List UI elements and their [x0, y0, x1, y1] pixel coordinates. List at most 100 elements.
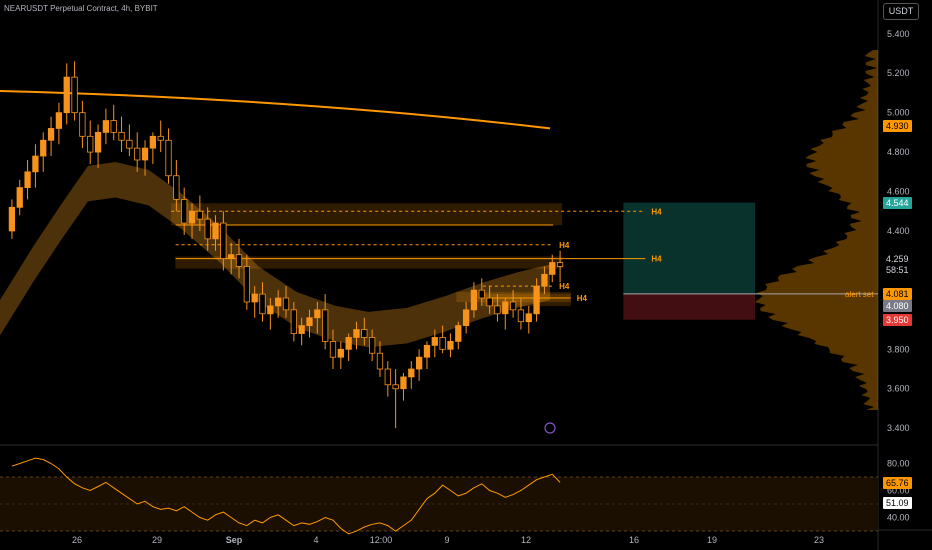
candle-body: [415, 356, 423, 370]
candle-body: [181, 199, 188, 224]
candle-body: [384, 368, 391, 386]
time-tick-label: 16: [629, 535, 639, 545]
candle-body: [235, 254, 243, 267]
candle-body: [322, 309, 329, 342]
candle-body: [549, 262, 556, 275]
candle-body: [157, 135, 164, 141]
ma-line: [0, 89, 551, 130]
price-tick-label: 3.600: [887, 384, 910, 394]
time-tick-label: 12:00: [370, 535, 393, 545]
candle-body: [118, 131, 125, 141]
price-tag: 4.080: [883, 299, 912, 312]
candle-body: [196, 210, 204, 220]
candle-body: [228, 254, 235, 259]
time-tick-label: 19: [707, 535, 717, 545]
candle-body: [55, 112, 63, 129]
h4-zone: [170, 202, 563, 226]
candle-body: [259, 293, 266, 315]
candle-body: [275, 297, 282, 307]
candle-body: [556, 262, 564, 267]
candle-body: [220, 222, 227, 259]
candle-body: [267, 305, 274, 315]
candle-body: [329, 341, 337, 358]
candle-body: [502, 301, 509, 315]
candle-body: [149, 135, 157, 149]
candle-body: [71, 76, 78, 114]
candle-body: [212, 222, 219, 240]
osc-tick-label: 40.00: [887, 513, 910, 523]
candle-body: [63, 76, 70, 114]
level-label: H4: [559, 241, 570, 250]
candle-body: [204, 218, 211, 240]
candle-body: [408, 368, 415, 378]
candle-body: [110, 120, 117, 133]
candle-body: [462, 309, 470, 327]
price-tag: 4.930: [883, 120, 912, 133]
candle-body: [40, 139, 47, 157]
candle-body: [431, 337, 438, 346]
candle-body: [314, 309, 321, 319]
level-label: H4: [651, 207, 662, 216]
candle-body: [188, 210, 196, 224]
candle-body: [243, 266, 250, 303]
price-tick-label: 5.400: [887, 29, 910, 39]
candle-body: [134, 147, 141, 161]
candle-body: [517, 309, 525, 323]
volume-profile: [754, 50, 878, 410]
candle-body: [392, 384, 399, 390]
candle-body: [141, 147, 149, 161]
candle-body: [368, 337, 376, 354]
osc-tick-label: 60.00: [887, 486, 910, 496]
ma-band: [0, 161, 550, 348]
candle-body: [470, 289, 478, 311]
osc-tick-label: 80.00: [887, 459, 910, 469]
candle-body: [361, 329, 368, 338]
currency-unit-button[interactable]: USDT: [883, 3, 919, 20]
candle-body: [478, 289, 485, 299]
candle-body: [24, 171, 31, 188]
candle-body: [486, 297, 493, 307]
candle-body: [173, 175, 180, 200]
price-tick-label: 4.400: [887, 226, 910, 236]
level-label: H4: [577, 294, 588, 303]
osc-price-tag: 65.76: [883, 476, 912, 489]
candle-body: [447, 341, 454, 350]
candle-body: [345, 337, 352, 350]
price-tick-label: 4.600: [887, 187, 910, 197]
candle-body: [306, 317, 313, 327]
candle-body: [47, 128, 55, 141]
time-tick-label: 12: [521, 535, 531, 545]
price-tag: 4.259: [883, 252, 912, 265]
candle-body: [251, 293, 258, 303]
candle-body: [494, 305, 501, 315]
candle-body: [439, 337, 446, 350]
h4-zone: [482, 293, 572, 307]
candle-body: [79, 112, 86, 137]
candle-body: [400, 376, 407, 390]
candle-body: [282, 297, 290, 311]
candle-body: [376, 352, 384, 370]
price-tick-label: 5.200: [887, 68, 910, 78]
candle-body: [32, 155, 39, 173]
time-tick-label: 26: [72, 535, 82, 545]
candle-body: [423, 344, 431, 358]
candle-body: [298, 325, 305, 334]
time-tick-label: 29: [152, 535, 162, 545]
candle-body: [290, 309, 297, 334]
time-tick-label: 4: [313, 535, 318, 545]
candle-body: [353, 329, 360, 338]
candle-body: [102, 120, 110, 133]
price-tag: 3.950: [883, 313, 912, 326]
osc-line: [11, 457, 561, 535]
candle-body: [87, 135, 94, 153]
candle-body: [509, 301, 517, 311]
time-tick-label: 23: [814, 535, 824, 545]
candle-body: [8, 206, 16, 232]
candle-body: [533, 285, 540, 315]
price-tick-label: 3.400: [887, 423, 910, 433]
symbol-title[interactable]: NEARUSDT Perpetual Contract, 4h, BYBIT: [4, 4, 158, 13]
candle-body: [165, 139, 172, 177]
time-tick-label: 9: [444, 535, 449, 545]
